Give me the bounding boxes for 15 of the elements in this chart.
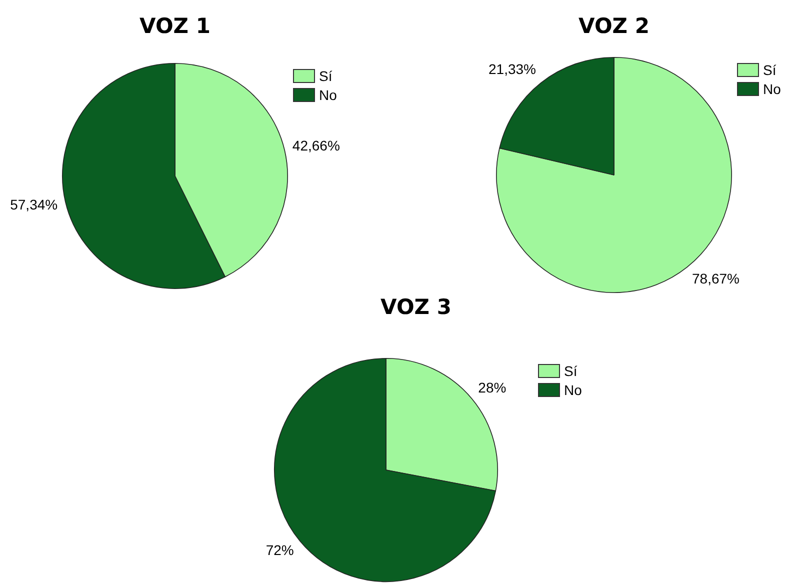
legend-label: No xyxy=(564,382,582,398)
data-label: 57,34% xyxy=(10,196,58,212)
legend-label: Sí xyxy=(564,362,578,379)
data-label: 72% xyxy=(266,542,294,558)
chart-title: VOZ 1 xyxy=(140,14,210,38)
data-label: 21,33% xyxy=(488,61,536,78)
data-label: 28% xyxy=(478,380,506,396)
chart-title: VOZ 2 xyxy=(578,14,650,38)
data-label: 42,66% xyxy=(292,137,340,154)
legend-label: No xyxy=(763,80,782,97)
chart-title: VOZ 3 xyxy=(380,295,452,319)
data-label: 78,67% xyxy=(692,270,740,287)
legend-label: Sí xyxy=(763,62,776,78)
legend-label: Sí xyxy=(319,68,332,84)
legend-label: No xyxy=(319,86,338,103)
